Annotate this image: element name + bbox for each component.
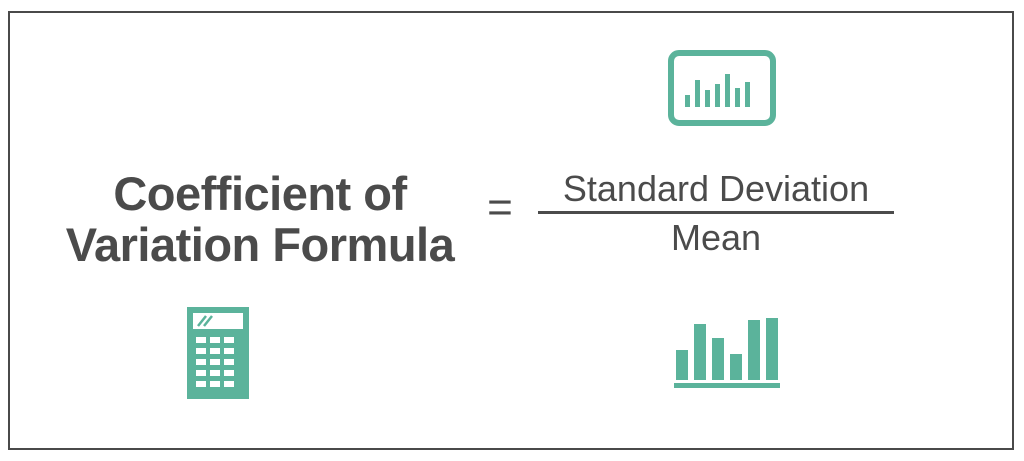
formula-title-line1: Coefficient of	[113, 167, 407, 220]
equals-sign: =	[487, 183, 513, 232]
formula-title-line2: Variation Formula	[65, 218, 455, 271]
bar-chart-icon	[674, 318, 780, 388]
diagram-frame	[8, 11, 1014, 450]
fraction-denominator: Mean	[670, 217, 762, 258]
calculator-icon	[187, 307, 249, 399]
fraction-numerator: Standard Deviation	[562, 168, 870, 209]
formula-title: Coefficient of Variation Formula	[40, 168, 480, 270]
formula-fraction: Standard Deviation Mean	[538, 170, 894, 257]
fraction-bar	[538, 211, 894, 214]
chart-monitor-icon	[668, 50, 776, 126]
